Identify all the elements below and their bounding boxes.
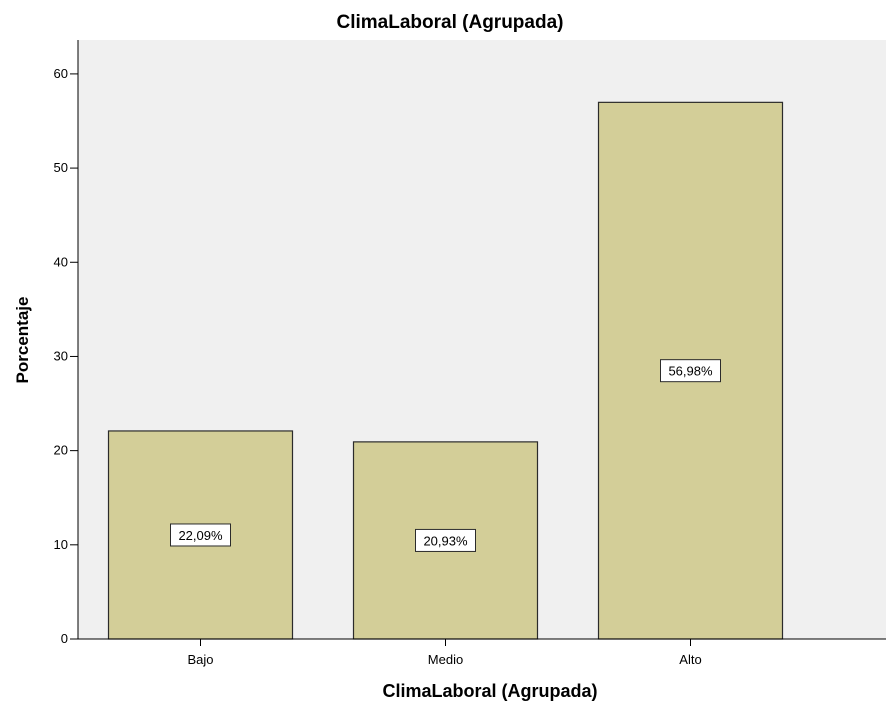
data-label: 20,93% [423,533,468,548]
x-tick-label: Medio [428,652,463,667]
y-tick-label: 0 [61,631,68,646]
data-label: 56,98% [668,364,713,379]
x-tick-label: Alto [679,652,701,667]
data-label-box [170,523,231,547]
data-label: 22,09% [178,528,223,543]
y-tick-label: 20 [54,443,68,458]
x-axis-title: ClimaLaboral (Agrupada) [382,681,597,701]
chart-title: ClimaLaboral (Agrupada) [337,12,564,33]
y-tick-label: 30 [54,348,68,363]
y-tick-label: 50 [54,160,68,175]
y-axis: 0 10 20 30 40 50 60 [54,40,79,646]
x-axis: Bajo Medio Alto [78,638,886,667]
data-label-box [660,359,721,383]
y-tick-label: 40 [54,254,68,269]
data-label-box [415,528,476,552]
y-tick-label: 10 [54,537,68,552]
data-labels-layer: 22,09% 20,93% 56,98% [170,359,721,552]
x-tick-label: Bajo [187,652,213,667]
y-tick-label: 60 [54,66,68,81]
y-axis-title: Porcentaje [13,297,32,384]
